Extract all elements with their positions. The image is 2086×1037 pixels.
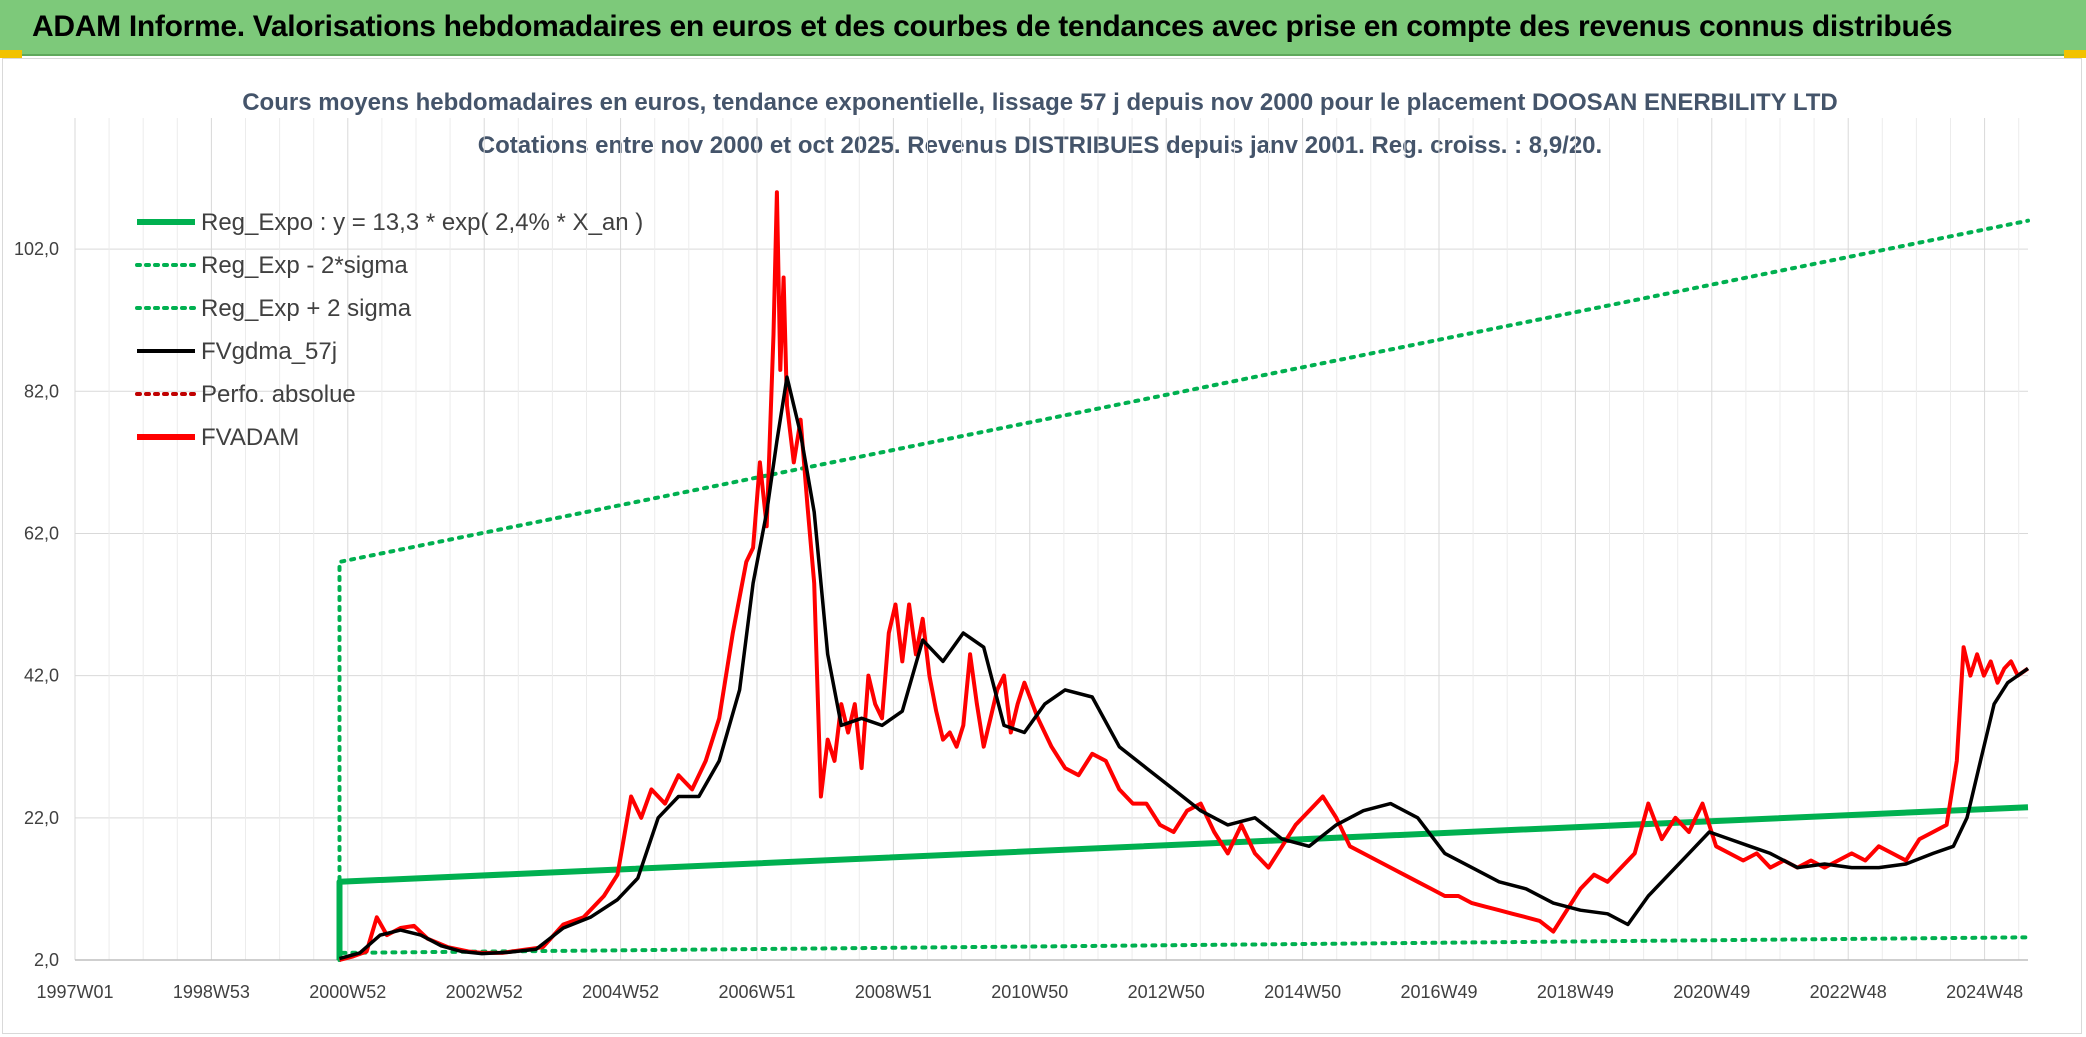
y-tick-label: 42,0 [24, 666, 59, 686]
y-axis-ticks: 2,0 22,0 42,0 62,0 82,0 102,0 [14, 239, 59, 970]
y-tick-label: 62,0 [24, 523, 59, 543]
x-tick-label: 1998W53 [173, 982, 250, 1002]
chart-frame [2, 58, 2082, 1034]
x-tick-label: 2022W48 [1810, 982, 1887, 1002]
chart-title: Cours moyens hebdomadaires en euros, ten… [242, 89, 1838, 116]
series-lines [336, 190, 2030, 962]
x-tick-label: 2024W48 [1946, 982, 2023, 1002]
x-tick-label: 2016W49 [1400, 982, 1477, 1002]
y-tick-label: 82,0 [24, 381, 59, 401]
header-corner-left [0, 50, 22, 58]
series-line-0 [336, 804, 2029, 960]
header-banner: ADAM Informe. Valorisations hebdomadaire… [0, 0, 2086, 58]
x-axis-ticks: 1997W01 1998W53 2000W52 2002W52 2004W52 2006W… [36, 982, 2023, 1002]
report-title: ADAM Informe. Valorisations hebdomadaire… [32, 10, 1953, 43]
x-tick-label: 1997W01 [36, 982, 113, 1002]
legend-label: Reg_Exp + 2 sigma [201, 295, 412, 322]
x-tick-label: 2010W50 [991, 982, 1068, 1002]
grid-lines [74, 118, 2028, 961]
series-line-4 [338, 190, 2030, 962]
legend-label: Reg_Exp - 2*sigma [201, 252, 408, 279]
x-tick-label: 2014W50 [1264, 982, 1341, 1002]
y-tick-label: 2,0 [34, 950, 59, 970]
x-tick-label: 2012W50 [1128, 982, 1205, 1002]
y-tick-label: 22,0 [24, 808, 59, 828]
legend-label: FVADAM [201, 424, 299, 451]
x-tick-label: 2018W49 [1537, 982, 1614, 1002]
header-corner-right [2064, 50, 2086, 58]
legend-label: Perfo. absolue [201, 381, 356, 408]
series-line-3 [339, 375, 2030, 961]
series-line-1 [337, 935, 2030, 962]
x-tick-label: 2008W51 [855, 982, 932, 1002]
series-line-2 [337, 218, 2030, 962]
x-tick-label: 2006W51 [718, 982, 795, 1002]
x-tick-label: 2000W52 [309, 982, 386, 1002]
legend-label: Reg_Expo : y = 13,3 * exp( 2,4% * X_an ) [201, 209, 643, 236]
y-tick-label: 102,0 [14, 239, 59, 259]
legend: Reg_Expo : y = 13,3 * exp( 2,4% * X_an )… [135, 209, 643, 451]
chart-subtitle: Cotations entre nov 2000 et oct 2025. Re… [478, 132, 1602, 159]
x-tick-label: 2002W52 [446, 982, 523, 1002]
x-tick-label: 2020W49 [1673, 982, 1750, 1002]
legend-label: FVgdma_57j [201, 338, 337, 365]
x-tick-label: 2004W52 [582, 982, 659, 1002]
